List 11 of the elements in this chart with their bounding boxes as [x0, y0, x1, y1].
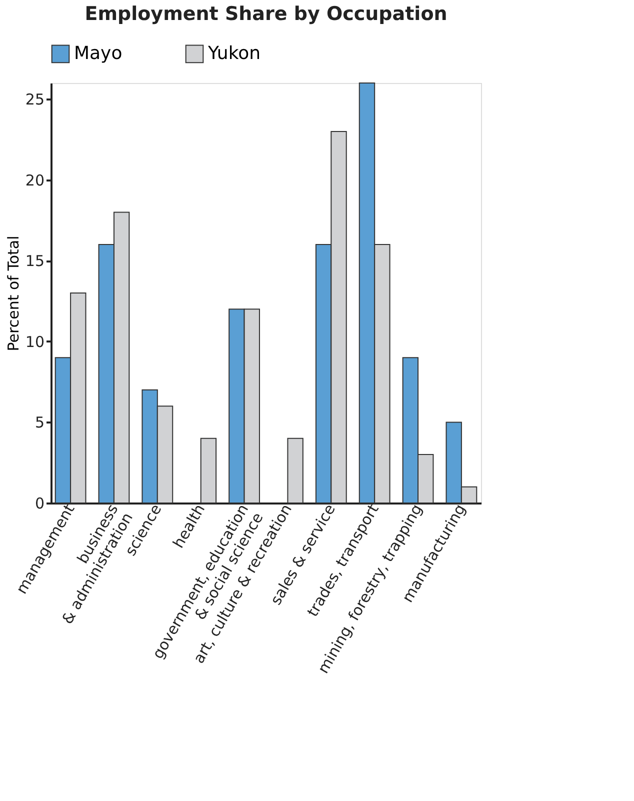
y-tick-label: 10	[25, 332, 44, 351]
legend-label: Mayo	[74, 42, 122, 64]
y-axis-title: Percent of Total	[4, 236, 22, 352]
y-tick-label: 20	[25, 171, 44, 190]
y-tick-label: 5	[34, 414, 44, 432]
chart-title: Employment Share by Occupation	[84, 3, 448, 25]
y-tick-label: 15	[25, 252, 44, 270]
bar	[287, 438, 304, 504]
bar	[200, 438, 217, 504]
legend-label: Yukon	[207, 42, 261, 64]
y-tick-label: 25	[25, 90, 44, 109]
